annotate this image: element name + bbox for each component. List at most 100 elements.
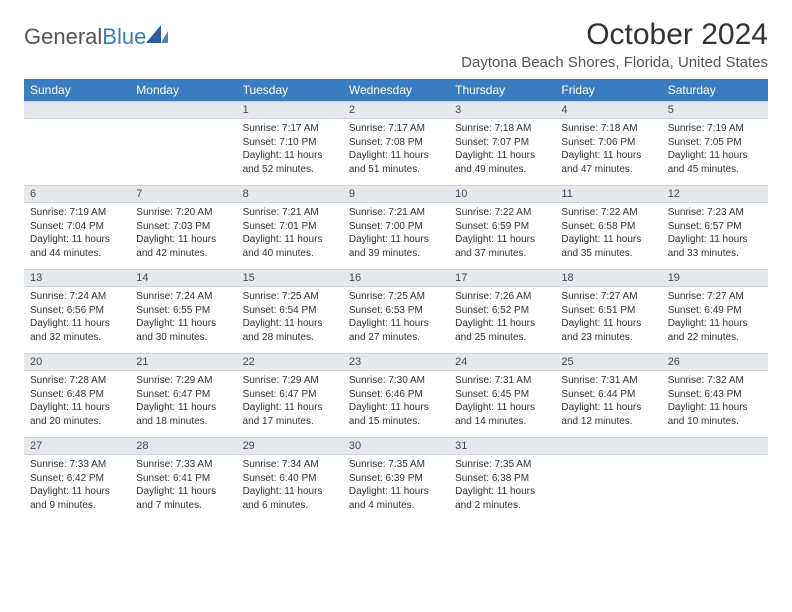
sunrise-text: Sunrise: 7:22 AM xyxy=(561,206,655,220)
sunset-text: Sunset: 6:41 PM xyxy=(136,472,230,486)
sunrise-text: Sunrise: 7:27 AM xyxy=(561,290,655,304)
daylight-text: Daylight: 11 hours and 47 minutes. xyxy=(561,149,655,176)
calendar-cell: 18Sunrise: 7:27 AMSunset: 6:51 PMDayligh… xyxy=(555,269,661,353)
day-body: Sunrise: 7:33 AMSunset: 6:42 PMDaylight:… xyxy=(24,455,130,516)
calendar-cell xyxy=(555,437,661,521)
day-body: Sunrise: 7:31 AMSunset: 6:44 PMDaylight:… xyxy=(555,371,661,432)
calendar-week-row: 1Sunrise: 7:17 AMSunset: 7:10 PMDaylight… xyxy=(24,101,768,185)
sunset-text: Sunset: 7:00 PM xyxy=(349,220,443,234)
calendar-cell: 8Sunrise: 7:21 AMSunset: 7:01 PMDaylight… xyxy=(237,185,343,269)
calendar-cell: 26Sunrise: 7:32 AMSunset: 6:43 PMDayligh… xyxy=(662,353,768,437)
daylight-text: Daylight: 11 hours and 23 minutes. xyxy=(561,317,655,344)
day-number: 29 xyxy=(237,437,343,455)
calendar-cell: 19Sunrise: 7:27 AMSunset: 6:49 PMDayligh… xyxy=(662,269,768,353)
day-number: 27 xyxy=(24,437,130,455)
logo-text-blue: Blue xyxy=(102,24,146,49)
sunrise-text: Sunrise: 7:19 AM xyxy=(30,206,124,220)
empty-day-bar xyxy=(130,101,236,119)
sunrise-text: Sunrise: 7:25 AM xyxy=(349,290,443,304)
calendar-week-row: 13Sunrise: 7:24 AMSunset: 6:56 PMDayligh… xyxy=(24,269,768,353)
day-body: Sunrise: 7:18 AMSunset: 7:06 PMDaylight:… xyxy=(555,119,661,180)
sunrise-text: Sunrise: 7:30 AM xyxy=(349,374,443,388)
calendar-cell: 3Sunrise: 7:18 AMSunset: 7:07 PMDaylight… xyxy=(449,101,555,185)
calendar-cell: 28Sunrise: 7:33 AMSunset: 6:41 PMDayligh… xyxy=(130,437,236,521)
sunrise-text: Sunrise: 7:33 AM xyxy=(30,458,124,472)
calendar-cell: 23Sunrise: 7:30 AMSunset: 6:46 PMDayligh… xyxy=(343,353,449,437)
daylight-text: Daylight: 11 hours and 2 minutes. xyxy=(455,485,549,512)
day-body: Sunrise: 7:23 AMSunset: 6:57 PMDaylight:… xyxy=(662,203,768,264)
sunrise-text: Sunrise: 7:25 AM xyxy=(243,290,337,304)
day-number: 15 xyxy=(237,269,343,287)
day-body: Sunrise: 7:35 AMSunset: 6:39 PMDaylight:… xyxy=(343,455,449,516)
day-body: Sunrise: 7:21 AMSunset: 7:00 PMDaylight:… xyxy=(343,203,449,264)
sunrise-text: Sunrise: 7:33 AM xyxy=(136,458,230,472)
day-number: 11 xyxy=(555,185,661,203)
day-number: 26 xyxy=(662,353,768,371)
empty-day-bar xyxy=(662,437,768,455)
sunset-text: Sunset: 6:45 PM xyxy=(455,388,549,402)
day-number: 2 xyxy=(343,101,449,119)
sunrise-text: Sunrise: 7:19 AM xyxy=(668,122,762,136)
day-body: Sunrise: 7:28 AMSunset: 6:48 PMDaylight:… xyxy=(24,371,130,432)
sunrise-text: Sunrise: 7:29 AM xyxy=(243,374,337,388)
daylight-text: Daylight: 11 hours and 44 minutes. xyxy=(30,233,124,260)
daylight-text: Daylight: 11 hours and 25 minutes. xyxy=(455,317,549,344)
daylight-text: Daylight: 11 hours and 52 minutes. xyxy=(243,149,337,176)
sunset-text: Sunset: 7:08 PM xyxy=(349,136,443,150)
logo: GeneralBlue xyxy=(24,24,168,50)
sunrise-text: Sunrise: 7:24 AM xyxy=(136,290,230,304)
calendar-cell xyxy=(130,101,236,185)
daylight-text: Daylight: 11 hours and 6 minutes. xyxy=(243,485,337,512)
calendar-cell: 2Sunrise: 7:17 AMSunset: 7:08 PMDaylight… xyxy=(343,101,449,185)
daylight-text: Daylight: 11 hours and 28 minutes. xyxy=(243,317,337,344)
day-number: 16 xyxy=(343,269,449,287)
sunrise-text: Sunrise: 7:31 AM xyxy=(455,374,549,388)
calendar-cell: 6Sunrise: 7:19 AMSunset: 7:04 PMDaylight… xyxy=(24,185,130,269)
day-body: Sunrise: 7:22 AMSunset: 6:59 PMDaylight:… xyxy=(449,203,555,264)
day-body: Sunrise: 7:35 AMSunset: 6:38 PMDaylight:… xyxy=(449,455,555,516)
daylight-text: Daylight: 11 hours and 20 minutes. xyxy=(30,401,124,428)
day-number: 8 xyxy=(237,185,343,203)
calendar-cell xyxy=(24,101,130,185)
sunrise-text: Sunrise: 7:18 AM xyxy=(561,122,655,136)
day-header: Friday xyxy=(555,79,661,101)
empty-day-bar xyxy=(555,437,661,455)
day-body: Sunrise: 7:17 AMSunset: 7:08 PMDaylight:… xyxy=(343,119,449,180)
calendar-cell: 15Sunrise: 7:25 AMSunset: 6:54 PMDayligh… xyxy=(237,269,343,353)
daylight-text: Daylight: 11 hours and 4 minutes. xyxy=(349,485,443,512)
day-number: 1 xyxy=(237,101,343,119)
day-body: Sunrise: 7:25 AMSunset: 6:53 PMDaylight:… xyxy=(343,287,449,348)
sunset-text: Sunset: 7:06 PM xyxy=(561,136,655,150)
calendar-cell: 20Sunrise: 7:28 AMSunset: 6:48 PMDayligh… xyxy=(24,353,130,437)
sunset-text: Sunset: 6:56 PM xyxy=(30,304,124,318)
day-number: 5 xyxy=(662,101,768,119)
day-body: Sunrise: 7:25 AMSunset: 6:54 PMDaylight:… xyxy=(237,287,343,348)
header: GeneralBlue October 2024 Daytona Beach S… xyxy=(24,18,768,77)
title-block: October 2024 Daytona Beach Shores, Flori… xyxy=(461,18,768,77)
day-number: 19 xyxy=(662,269,768,287)
sunset-text: Sunset: 7:07 PM xyxy=(455,136,549,150)
daylight-text: Daylight: 11 hours and 45 minutes. xyxy=(668,149,762,176)
day-number: 23 xyxy=(343,353,449,371)
sunset-text: Sunset: 6:49 PM xyxy=(668,304,762,318)
daylight-text: Daylight: 11 hours and 42 minutes. xyxy=(136,233,230,260)
day-number: 18 xyxy=(555,269,661,287)
daylight-text: Daylight: 11 hours and 39 minutes. xyxy=(349,233,443,260)
sunrise-text: Sunrise: 7:17 AM xyxy=(243,122,337,136)
day-number: 24 xyxy=(449,353,555,371)
calendar-cell: 27Sunrise: 7:33 AMSunset: 6:42 PMDayligh… xyxy=(24,437,130,521)
sunset-text: Sunset: 6:47 PM xyxy=(243,388,337,402)
calendar-cell: 9Sunrise: 7:21 AMSunset: 7:00 PMDaylight… xyxy=(343,185,449,269)
sunrise-text: Sunrise: 7:35 AM xyxy=(455,458,549,472)
day-number: 30 xyxy=(343,437,449,455)
calendar-cell: 11Sunrise: 7:22 AMSunset: 6:58 PMDayligh… xyxy=(555,185,661,269)
day-body: Sunrise: 7:19 AMSunset: 7:04 PMDaylight:… xyxy=(24,203,130,264)
day-header: Wednesday xyxy=(343,79,449,101)
sunset-text: Sunset: 6:44 PM xyxy=(561,388,655,402)
location: Daytona Beach Shores, Florida, United St… xyxy=(461,54,768,71)
sunset-text: Sunset: 6:55 PM xyxy=(136,304,230,318)
day-body: Sunrise: 7:31 AMSunset: 6:45 PMDaylight:… xyxy=(449,371,555,432)
calendar-cell: 12Sunrise: 7:23 AMSunset: 6:57 PMDayligh… xyxy=(662,185,768,269)
sunset-text: Sunset: 6:46 PM xyxy=(349,388,443,402)
calendar-cell: 1Sunrise: 7:17 AMSunset: 7:10 PMDaylight… xyxy=(237,101,343,185)
